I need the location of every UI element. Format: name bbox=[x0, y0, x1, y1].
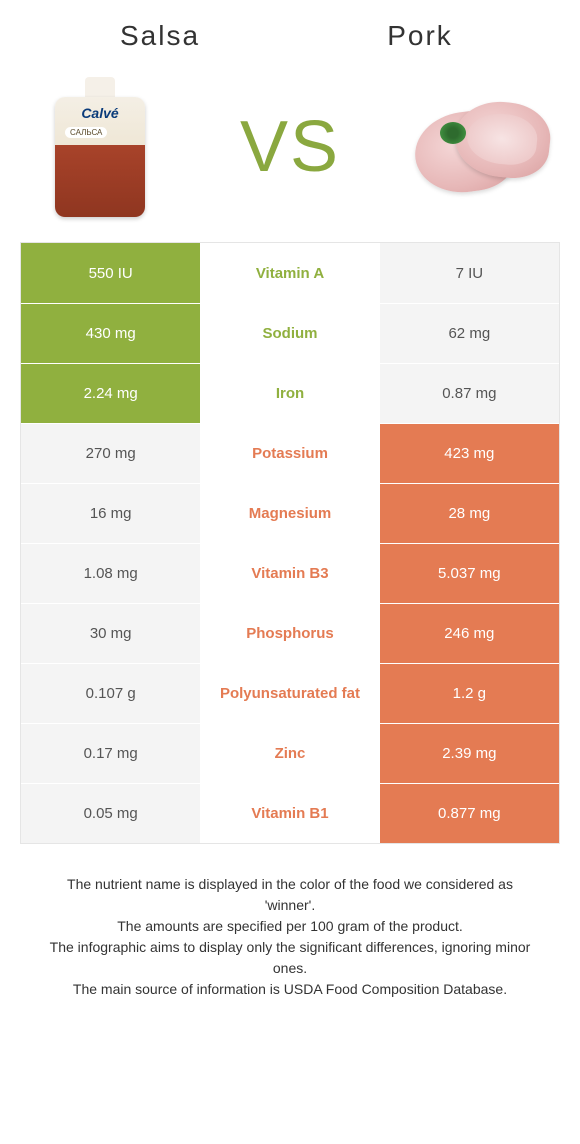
left-value-cell: 1.08 mg bbox=[21, 544, 200, 603]
nutrient-table: 550 IUVitamin A7 IU430 mgSodium62 mg2.24… bbox=[20, 242, 560, 844]
nutrient-name-cell: Magnesium bbox=[200, 484, 379, 543]
footer-notes: The nutrient name is displayed in the co… bbox=[0, 844, 580, 1000]
images-row: VS bbox=[0, 62, 580, 242]
nutrient-name-cell: Iron bbox=[200, 364, 379, 423]
right-value-cell: 423 mg bbox=[380, 424, 559, 483]
footer-line: The main source of information is USDA F… bbox=[40, 979, 540, 1000]
table-row: 0.17 mgZinc2.39 mg bbox=[21, 723, 559, 783]
right-value-cell: 28 mg bbox=[380, 484, 559, 543]
nutrient-name-cell: Vitamin A bbox=[200, 243, 379, 303]
table-row: 430 mgSodium62 mg bbox=[21, 303, 559, 363]
table-row: 550 IUVitamin A7 IU bbox=[21, 243, 559, 303]
vs-label: VS bbox=[240, 106, 340, 188]
nutrient-name-cell: Sodium bbox=[200, 304, 379, 363]
right-value-cell: 2.39 mg bbox=[380, 724, 559, 783]
left-value-cell: 2.24 mg bbox=[21, 364, 200, 423]
right-value-cell: 0.877 mg bbox=[380, 784, 559, 843]
salsa-product-icon bbox=[55, 77, 145, 217]
left-value-cell: 550 IU bbox=[21, 243, 200, 303]
table-row: 2.24 mgIron0.87 mg bbox=[21, 363, 559, 423]
footer-line: The nutrient name is displayed in the co… bbox=[40, 874, 540, 916]
right-value-cell: 5.037 mg bbox=[380, 544, 559, 603]
pork-product-icon bbox=[405, 92, 555, 202]
nutrient-name-cell: Zinc bbox=[200, 724, 379, 783]
right-value-cell: 1.2 g bbox=[380, 664, 559, 723]
right-value-cell: 246 mg bbox=[380, 604, 559, 663]
right-value-cell: 0.87 mg bbox=[380, 364, 559, 423]
table-row: 30 mgPhosphorus246 mg bbox=[21, 603, 559, 663]
left-value-cell: 0.107 g bbox=[21, 664, 200, 723]
left-food-image bbox=[20, 72, 180, 222]
right-value-cell: 62 mg bbox=[380, 304, 559, 363]
table-row: 270 mgPotassium423 mg bbox=[21, 423, 559, 483]
left-food-title: Salsa bbox=[30, 20, 290, 52]
right-food-title: Pork bbox=[290, 20, 550, 52]
left-value-cell: 16 mg bbox=[21, 484, 200, 543]
left-value-cell: 0.17 mg bbox=[21, 724, 200, 783]
nutrient-name-cell: Vitamin B3 bbox=[200, 544, 379, 603]
nutrient-name-cell: Phosphorus bbox=[200, 604, 379, 663]
right-value-cell: 7 IU bbox=[380, 243, 559, 303]
footer-line: The infographic aims to display only the… bbox=[40, 937, 540, 979]
nutrient-name-cell: Polyunsaturated fat bbox=[200, 664, 379, 723]
table-row: 16 mgMagnesium28 mg bbox=[21, 483, 559, 543]
left-value-cell: 430 mg bbox=[21, 304, 200, 363]
nutrient-name-cell: Vitamin B1 bbox=[200, 784, 379, 843]
right-food-image bbox=[400, 72, 560, 222]
footer-line: The amounts are specified per 100 gram o… bbox=[40, 916, 540, 937]
left-value-cell: 30 mg bbox=[21, 604, 200, 663]
nutrient-name-cell: Potassium bbox=[200, 424, 379, 483]
table-row: 0.107 gPolyunsaturated fat1.2 g bbox=[21, 663, 559, 723]
table-row: 1.08 mgVitamin B35.037 mg bbox=[21, 543, 559, 603]
table-row: 0.05 mgVitamin B10.877 mg bbox=[21, 783, 559, 843]
left-value-cell: 270 mg bbox=[21, 424, 200, 483]
left-value-cell: 0.05 mg bbox=[21, 784, 200, 843]
header-row: Salsa Pork bbox=[0, 0, 580, 62]
